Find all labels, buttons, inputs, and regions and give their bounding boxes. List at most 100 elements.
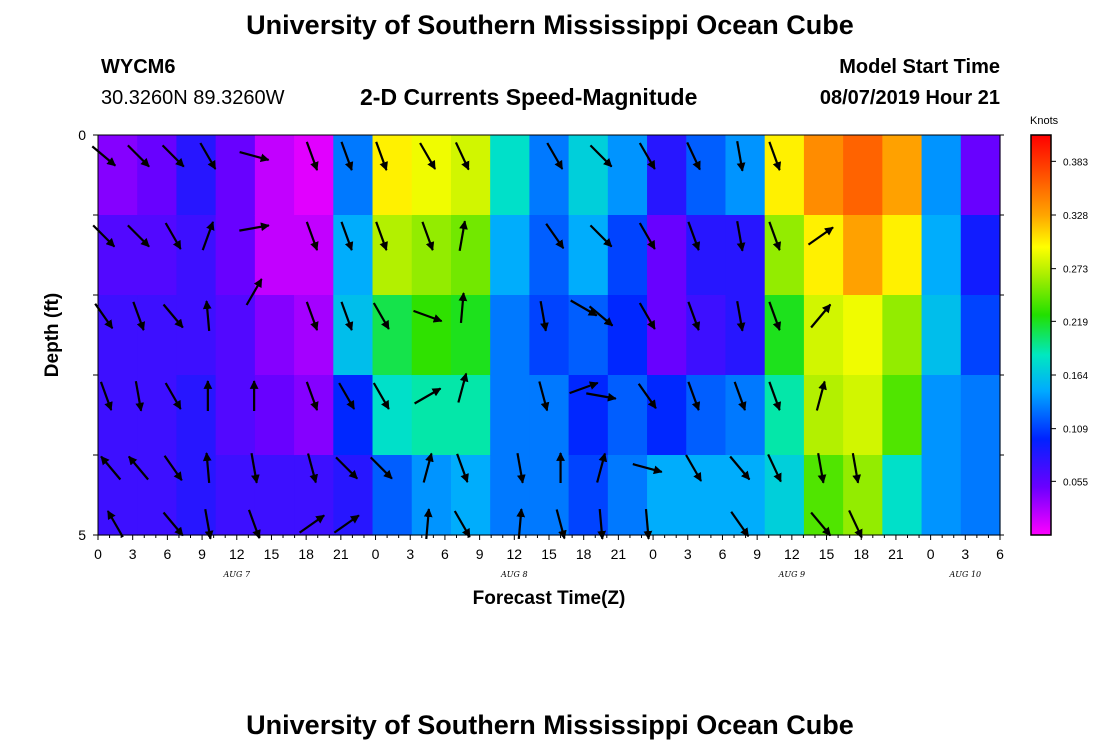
current-arrow — [569, 381, 599, 395]
heatmap-cell — [921, 135, 962, 216]
heatmap-cell — [333, 375, 374, 456]
current-arrow — [132, 301, 146, 331]
x-tick-label: 0 — [372, 546, 380, 562]
heatmap-cell — [803, 215, 844, 296]
current-arrow — [545, 223, 565, 250]
current-arrow — [516, 508, 526, 540]
current-arrow — [369, 456, 393, 480]
heatmap-cell — [490, 215, 530, 296]
current-arrow — [421, 221, 435, 251]
x-axis-ticks: 0 3 6 9 12 15 18 21 0 3 6 9 12 15 18 21 0 3 6 9 12 15 18 21 0 3 6 — [94, 535, 1004, 562]
heatmap-cell — [98, 375, 138, 456]
colorbar — [1030, 134, 1052, 536]
heatmap-cell — [568, 375, 609, 456]
current-arrow — [340, 301, 354, 331]
x-tick-label: 6 — [719, 546, 727, 562]
current-arrow — [456, 453, 469, 483]
current-arrow — [305, 381, 319, 411]
heatmap-cell — [882, 455, 923, 536]
heatmap-cell — [333, 455, 374, 536]
x-tick-label: 15 — [819, 546, 835, 562]
current-arrow — [127, 455, 149, 481]
heatmap-cell — [921, 455, 962, 536]
x-tick-label: 21 — [333, 546, 349, 562]
heatmap-cell — [843, 455, 883, 536]
current-arrow — [299, 514, 325, 534]
x-tick-label: 3 — [684, 546, 692, 562]
current-arrow — [555, 509, 567, 540]
current-arrow — [305, 221, 319, 251]
heatmap-cell — [411, 455, 452, 536]
heatmap-cell — [294, 135, 334, 216]
current-arrow — [375, 141, 388, 171]
current-arrow — [423, 508, 433, 540]
heatmap-cell — [568, 295, 609, 376]
heatmap-cell — [450, 295, 491, 376]
x-tick-label: 12 — [229, 546, 245, 562]
x-axis-label: Forecast Time(Z) — [473, 588, 626, 609]
heatmap-cell — [725, 295, 766, 376]
current-arrow — [807, 226, 834, 246]
current-arrow — [305, 301, 319, 331]
current-arrow — [736, 221, 746, 252]
heatmap-cell — [411, 135, 452, 216]
heatmap-cell — [882, 375, 923, 456]
current-arrow — [247, 509, 261, 539]
heatmap-cell — [647, 295, 687, 376]
y-axis-label: Depth (ft) — [42, 293, 63, 377]
date-label: AUG 7 — [222, 570, 250, 579]
colorbar-tick-label: 0.219 — [1063, 317, 1088, 328]
heatmap-cell — [882, 295, 923, 376]
heatmap-cell — [843, 295, 883, 376]
heatmap-cell — [215, 295, 256, 376]
current-arrow — [338, 382, 356, 410]
heatmap-cell — [607, 215, 648, 296]
heatmap-cell — [843, 375, 883, 456]
heatmap-cell — [450, 375, 491, 456]
heatmap-cell — [725, 375, 766, 456]
page-title: University of Southern Mississippi Ocean… — [246, 10, 854, 40]
heatmap-cell — [254, 135, 295, 216]
heatmap-cell — [803, 295, 844, 376]
model-start-value: 08/07/2019 Hour 21 — [819, 87, 1000, 109]
current-arrow — [687, 381, 701, 411]
date-label: AUG 9 — [778, 570, 806, 579]
heatmap-cell — [725, 455, 766, 536]
current-arrow — [333, 514, 360, 534]
current-arrow — [250, 453, 260, 484]
current-arrow — [685, 454, 703, 482]
heatmap-cell — [450, 455, 491, 536]
current-arrow — [162, 303, 184, 329]
current-arrow — [588, 305, 614, 327]
current-arrow — [414, 387, 442, 405]
heatmap-cell — [843, 135, 883, 216]
current-arrow — [539, 301, 549, 332]
current-arrow — [239, 222, 270, 232]
current-arrow — [239, 151, 270, 163]
heatmap-cell — [607, 455, 648, 536]
heatmap-cell — [98, 135, 138, 216]
current-arrow — [736, 301, 746, 332]
heatmap-cell — [215, 455, 256, 536]
current-arrow — [637, 383, 657, 410]
heatmap-cell — [725, 215, 766, 296]
heatmap-cell — [333, 135, 374, 216]
current-arrow — [516, 453, 526, 484]
heatmap-cell — [529, 295, 570, 376]
heatmap-cell — [725, 135, 766, 216]
x-tick-label: 6 — [163, 546, 171, 562]
current-arrow — [810, 511, 832, 537]
heatmap-cell — [882, 215, 923, 296]
current-arrow — [686, 141, 701, 171]
heatmap-cell — [686, 375, 727, 456]
heatmap-cell — [215, 215, 256, 296]
station-location: 30.3260N 89.3260W — [101, 87, 285, 109]
current-arrow — [127, 144, 150, 168]
current-arrow — [596, 452, 608, 483]
current-arrow — [91, 145, 116, 167]
heatmap-cell — [137, 375, 178, 456]
current-arrow — [457, 372, 469, 403]
heatmap-cell — [137, 215, 178, 296]
current-arrow — [161, 144, 185, 168]
